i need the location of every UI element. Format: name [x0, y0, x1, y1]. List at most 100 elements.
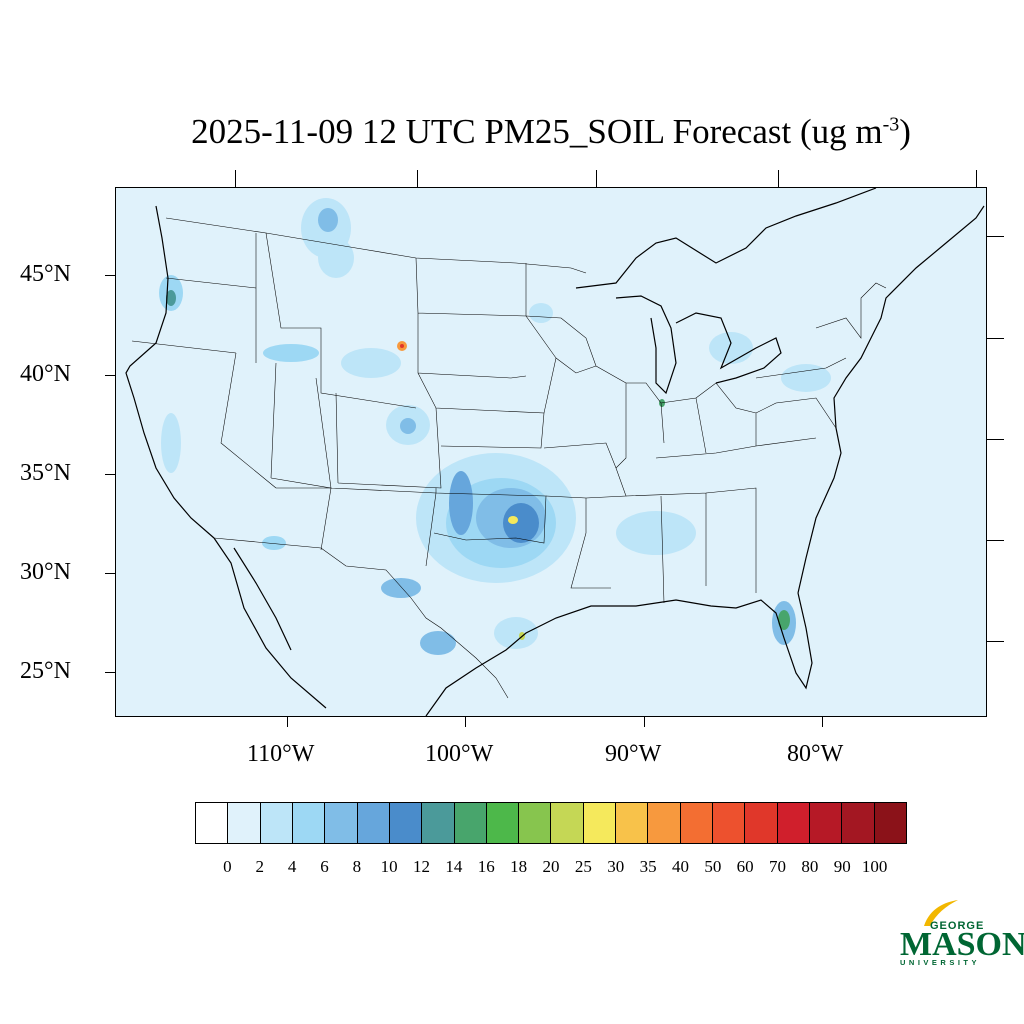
plume-big-bend	[420, 631, 456, 655]
tick-bottom-110	[287, 717, 288, 727]
plume-wyoming	[341, 348, 401, 378]
logo-mason: MASON	[900, 926, 1024, 963]
colorbar-swatch	[422, 803, 455, 843]
colorbar-tick-label: 18	[510, 857, 528, 876]
colorbar-tick-label: 12	[413, 857, 431, 876]
colorbar-swatch	[260, 803, 293, 843]
colorbar-swatch	[196, 803, 229, 843]
tick-bottom-80	[822, 717, 823, 727]
plume-florida-core	[778, 610, 790, 630]
tick-left-25	[105, 672, 115, 673]
colorbar-tick-label: 0	[223, 857, 232, 876]
plume-washington-core	[166, 290, 176, 306]
lon-label-110w: 110°W	[247, 741, 315, 767]
border-south	[625, 437, 817, 604]
map-background	[116, 188, 986, 716]
gulf-coast-mexico	[425, 592, 813, 716]
baja-coast	[213, 537, 327, 709]
colorbar-swatch	[519, 803, 552, 843]
plume-south-texas	[494, 617, 538, 649]
plume-texas-panhandle	[449, 471, 473, 535]
plume-new-mexico	[262, 536, 286, 550]
border-dakotas	[415, 257, 527, 379]
colorbar-swatch	[583, 803, 617, 843]
colorbar-swatch	[228, 803, 261, 843]
colorbar-swatch	[357, 803, 390, 843]
colorbar-tick-label: 50	[704, 857, 722, 876]
colorbar-tick-label: 35	[639, 857, 657, 876]
state-borders	[131, 217, 887, 699]
tick-left-35	[105, 474, 115, 475]
plume-ohio	[781, 364, 831, 392]
lat-label-25: 25°N	[20, 658, 71, 684]
tick-right-3	[987, 439, 1004, 440]
colorbar	[195, 802, 907, 844]
tick-bottom-100	[465, 717, 466, 727]
tick-left-45	[105, 275, 115, 276]
conus-map	[116, 188, 986, 716]
concentration-fields	[159, 198, 831, 655]
great-lakes	[615, 295, 782, 395]
tick-right-5	[987, 641, 1004, 642]
colorbar-tick-label: 100	[861, 857, 888, 876]
plume-oklahoma-core	[503, 503, 539, 543]
tick-top-2	[417, 170, 418, 187]
colorbar-tick-label: 30	[607, 857, 625, 876]
border-or-ca	[131, 340, 237, 354]
tick-top-3	[596, 170, 597, 187]
colorbar-swatch	[713, 803, 746, 843]
border-midwest	[525, 315, 665, 469]
lat-label-40: 40°N	[20, 361, 71, 387]
colorbar-tick-label: 2	[255, 857, 264, 876]
george-mason-logo: GEORGE MASON UNIVERSITY	[898, 898, 1024, 968]
border-nv	[220, 352, 277, 489]
plume-idaho	[263, 344, 319, 362]
map-title: 2025-11-09 12 UTC PM25_SOIL Forecast (ug…	[191, 112, 911, 151]
colorbar-swatch	[292, 803, 326, 843]
plume-south-dakota	[529, 303, 553, 323]
colorbar-tick-label: 16	[477, 857, 495, 876]
colorbar-swatch	[551, 803, 584, 843]
lon-label-100w: 100°W	[425, 741, 494, 767]
colorbar-swatch	[616, 803, 649, 843]
border-ne	[755, 282, 887, 379]
colorbar-swatch	[874, 803, 906, 843]
plume-montana-core	[318, 208, 338, 232]
colorbar-tick-label: 20	[542, 857, 560, 876]
colorbar-tick-label: 8	[352, 857, 362, 876]
colorbar-tick-label: 60	[736, 857, 754, 876]
atlantic-coast	[797, 205, 985, 594]
tick-bottom-90	[644, 717, 645, 727]
colorbar-swatch	[842, 803, 875, 843]
hotspot-oklahoma	[508, 516, 518, 524]
plume-west-texas	[381, 578, 421, 598]
tick-left-30	[105, 573, 115, 574]
colorbar-swatch	[777, 803, 810, 843]
logo-university: UNIVERSITY	[900, 958, 981, 967]
colorbar-tick-label: 25	[574, 857, 592, 876]
colorbar-tick-label: 40	[671, 857, 689, 876]
tick-right-1	[987, 236, 1004, 237]
coastlines	[125, 188, 985, 716]
tick-top-4	[778, 170, 779, 187]
tick-top-5	[976, 170, 977, 187]
us-mexico-border	[213, 537, 509, 699]
border-east	[660, 382, 837, 454]
lat-label-35: 35°N	[20, 460, 71, 486]
colorbar-swatch	[745, 803, 778, 843]
hotspot-wyoming-center	[400, 344, 404, 348]
colorbar-swatch	[389, 803, 423, 843]
plume-great-lakes	[709, 332, 753, 364]
colorbar-swatch	[648, 803, 681, 843]
border-wa-or	[165, 277, 257, 289]
colorbar-swatch	[454, 803, 487, 843]
map-panel[interactable]	[115, 187, 987, 717]
colorbar-swatch	[325, 803, 358, 843]
tick-top-1	[235, 170, 236, 187]
lon-label-80w: 80°W	[787, 741, 844, 767]
colorbar-tick-label: 80	[801, 857, 819, 876]
colorbar-tick-label: 14	[445, 857, 463, 876]
logo-george: GEORGE	[930, 920, 985, 932]
colorbar-tick-label: 4	[287, 857, 297, 876]
border-co	[335, 392, 442, 489]
